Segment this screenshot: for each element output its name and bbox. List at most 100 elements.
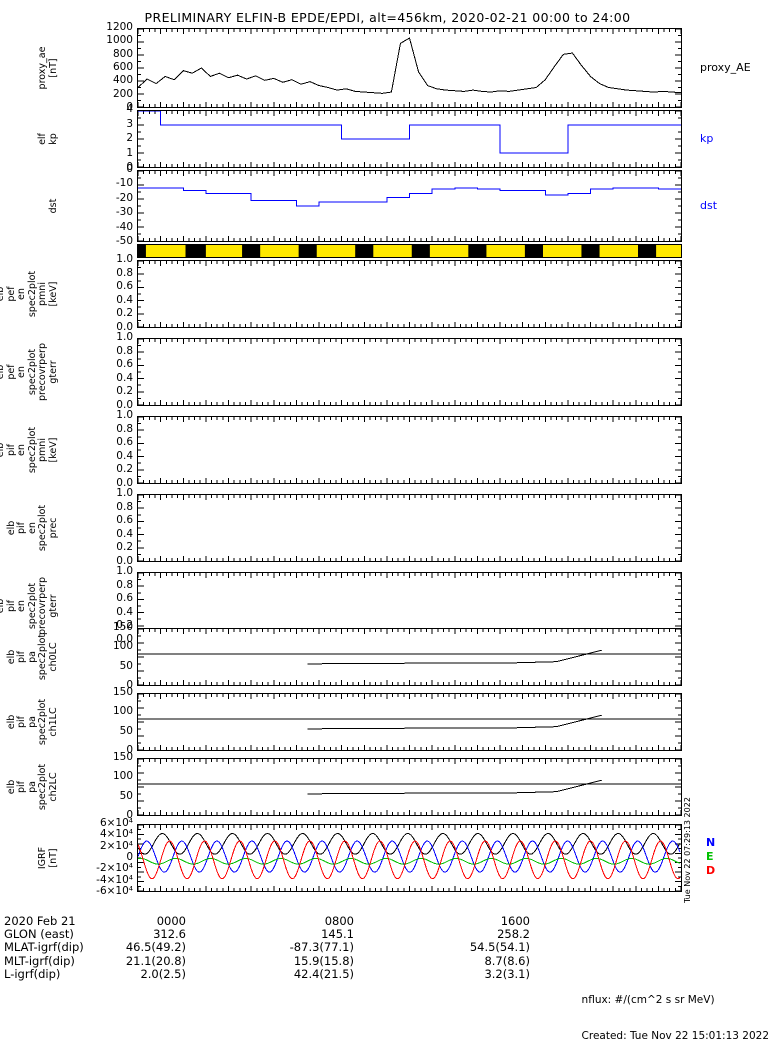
panel-canvas (138, 694, 681, 750)
panel-plot-area (138, 261, 681, 327)
y-tick-label: 400 (112, 74, 133, 87)
y-tick-label: 1000 (106, 34, 133, 47)
panel-plot-area (138, 495, 681, 561)
y-tick-label: 0.0 (116, 477, 133, 489)
y-tick-label: 0.6 (116, 436, 133, 449)
metadata-value: 21.1(20.8) (125, 953, 186, 968)
y-tick-label: 0.4 (116, 605, 133, 618)
y-tick-label: 3 (126, 117, 133, 130)
y-tick-label: 800 (112, 47, 133, 60)
y-axis-title: ch2LC (47, 772, 59, 802)
y-tick-label: -20 (115, 191, 133, 204)
metadata-value: 42.4(21.5) (293, 966, 354, 981)
y-tick-label: 1.0 (116, 409, 133, 421)
y-tick-label: 150 (112, 751, 133, 763)
y-axis-title: pif (16, 715, 27, 729)
footer-notes: nflux: #/(cm^2 s sr MeV) Created: Tue No… (582, 970, 769, 1054)
series-label-proxy_ae: proxy_AE (700, 61, 751, 74)
y-tick-label: -10 (115, 177, 133, 190)
y-tick-label: 4 (126, 103, 133, 115)
y-axis-title: [keV] (47, 437, 59, 463)
y-tick-label: 0 (126, 809, 133, 821)
y-axis-title: gterr (47, 360, 59, 384)
series-label-kp: kp (700, 132, 714, 145)
y-tick-label: 0.2 (116, 619, 133, 632)
panel-plot-area (138, 759, 681, 815)
y-tick-label: 1.0 (116, 565, 133, 577)
panel-elb_pif_en_spec2plot_pmni (137, 416, 682, 484)
y-tick-label: 0.4 (116, 449, 133, 462)
panel-elb_pef_en_spec2plot_precovrperp_gterr (137, 338, 682, 406)
footer-nflux: nflux: #/(cm^2 s sr MeV) (581, 994, 715, 1006)
y-tick-label: 1 (126, 146, 133, 159)
panel-canvas (138, 759, 681, 815)
panel-dst (137, 170, 682, 242)
igrf-legend-E: E (706, 850, 714, 863)
y-tick-label: 0.6 (116, 358, 133, 371)
y-tick-label: 6×10⁴ (99, 817, 133, 829)
y-axis-title: precovrperp (37, 343, 48, 401)
y-axis-title: prec (47, 517, 59, 539)
panel-plot-area (138, 825, 681, 891)
panel-plot-area (138, 245, 681, 257)
panel-plot-area (138, 29, 681, 107)
y-tick-label: 1.0 (116, 253, 133, 265)
metadata-row-label: MLT-igrf(dip) (4, 953, 75, 968)
y-tick-label: -50 (115, 235, 133, 247)
panel-canvas (138, 339, 681, 405)
y-axis-title: spec2plot (26, 270, 38, 318)
y-tick-label: 0.4 (116, 527, 133, 540)
y-tick-label: 0.2 (116, 463, 133, 476)
y-tick-label: 1200 (106, 21, 133, 33)
metadata-row-label: L-igrf(dip) (4, 966, 61, 981)
panel-elb_pif_pa_spec2plot_ch0LC (137, 628, 682, 686)
vertical-timestamp: Tue Nov 22 07:29:13 2022 (683, 797, 692, 903)
y-axis-title: en (16, 366, 27, 378)
y-tick-label: 0.8 (116, 344, 133, 357)
panel-canvas (138, 825, 681, 891)
y-tick-label: 2 (126, 132, 133, 144)
panel-plot-area (138, 339, 681, 405)
y-tick-label: 0.4 (116, 293, 133, 306)
y-axis-title: pa (26, 651, 38, 663)
y-tick-label: 0.8 (116, 500, 133, 513)
y-tick-label: 100 (112, 640, 133, 653)
y-axis-title: pif (5, 599, 17, 613)
y-tick-label: 100 (112, 705, 133, 718)
y-axis-title: spec2plot (26, 582, 38, 630)
y-tick-label: 1.0 (116, 487, 133, 499)
panel-elb_pif_en_spec2plot_prec (137, 494, 682, 562)
y-axis-title: elf (37, 133, 48, 145)
panel-plot-area (138, 171, 681, 241)
y-axis-title: spec2plot (37, 698, 48, 746)
y-axis-title: spec2plot (37, 763, 48, 811)
y-axis-title: pif (16, 521, 27, 535)
y-tick-label: 150 (112, 686, 133, 698)
metadata-row-label: GLON (east) (4, 927, 74, 942)
y-tick-label: -40 (115, 220, 133, 233)
y-axis-title: pef (5, 364, 17, 380)
footer-created: Created: Tue Nov 22 15:01:13 2022 (581, 1030, 769, 1042)
y-axis-title: en (16, 600, 27, 612)
y-axis-title: elb (5, 520, 17, 536)
y-axis-title: [keV] (47, 281, 59, 307)
y-tick-label: 0.8 (116, 266, 133, 279)
y-tick-label: 0.6 (116, 514, 133, 527)
metadata-value: 0000 (156, 914, 186, 928)
y-tick-label: 0.0 (116, 555, 133, 567)
y-tick-label: 0.0 (116, 633, 133, 645)
page-title: PRELIMINARY ELFIN-B EPDE/EPDI, alt=456km… (144, 10, 631, 25)
y-axis-title: elb (5, 649, 17, 665)
panel-proxy_ae (137, 28, 682, 108)
y-axis-title: pif (16, 780, 27, 794)
y-tick-label: 0 (126, 744, 133, 756)
y-tick-label: 0.6 (116, 592, 133, 605)
panel-elb_pef_en_spec2plot_pmni (137, 260, 682, 328)
panel-plot-area (138, 111, 681, 167)
y-axis-title: spec2plot (26, 426, 38, 474)
y-axis-title: elb (5, 714, 17, 730)
y-tick-label: 0 (126, 161, 133, 173)
panel-canvas (138, 111, 681, 167)
y-tick-label: 0.2 (116, 307, 133, 320)
y-axis-title: kp (47, 133, 59, 145)
